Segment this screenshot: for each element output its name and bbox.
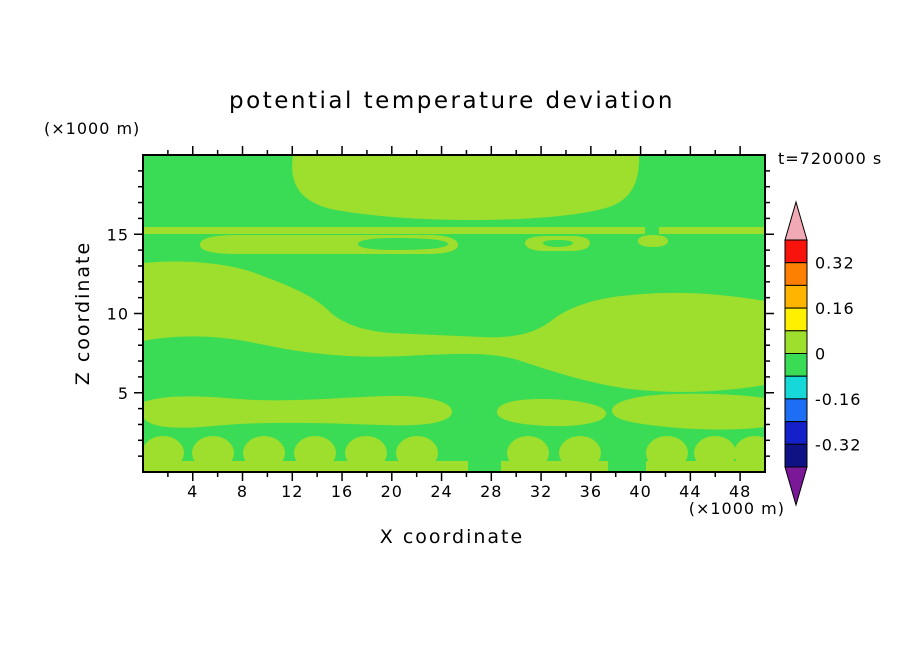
y-tick-label: 5: [118, 384, 129, 403]
x-tick-label: 44: [679, 482, 701, 501]
surface-thermal-bump: [294, 436, 336, 470]
x-tick-label: 4: [187, 482, 198, 501]
colorbar-segment: [784, 375, 808, 400]
positive-contour-region: [638, 235, 668, 247]
surface-thermal-bump: [507, 436, 549, 470]
positive-contour-region: [525, 236, 590, 251]
positive-contour-region: [200, 235, 458, 254]
x-tick-label: 16: [331, 482, 353, 501]
colorbar-tick-label: -0.16: [815, 390, 861, 409]
time-annotation: t=720000 s: [778, 149, 883, 168]
surface-thermal-bump: [396, 436, 438, 470]
positive-contour-region: [143, 261, 765, 392]
colorbar-tick-label: 0.32: [815, 254, 855, 273]
y-tick-label: 15: [107, 225, 129, 244]
colorbar-tick-label: 0: [815, 345, 826, 364]
x-tick-label: 48: [729, 482, 751, 501]
contour-field: [143, 155, 765, 472]
positive-contour-region: [497, 399, 607, 427]
colorbar-segment: [784, 353, 808, 377]
colorbar-segment: [784, 443, 808, 468]
surface-thermal-bump: [243, 436, 285, 470]
x-tick-label: 36: [580, 482, 602, 501]
surface-thermal-bump: [694, 436, 736, 470]
x-tick-label: 20: [381, 482, 403, 501]
surface-thermal-bump: [734, 436, 765, 470]
colorbar-under-arrow: [784, 466, 808, 507]
colorbar-over-arrow: [784, 200, 808, 241]
colorbar-segment: [784, 307, 808, 332]
colorbar-segment: [784, 330, 808, 354]
x-tick-label: 28: [480, 482, 502, 501]
colorbar-segment: [784, 398, 808, 423]
x-axis-title: X coordinate: [379, 526, 525, 548]
y-axis-unit-label: (×1000 m): [44, 119, 141, 138]
colorbar-tick-label: -0.32: [815, 435, 861, 454]
x-tick-label: 8: [237, 482, 248, 501]
colorbar-segment: [784, 262, 808, 286]
positive-contour-region: [292, 155, 640, 221]
colorbar-tick-label: 0.16: [815, 299, 855, 318]
x-tick-label: 24: [430, 482, 452, 501]
colorbar-segment: [784, 284, 808, 309]
colorbar-segment: [784, 421, 808, 445]
positive-contour-region: [611, 393, 765, 430]
x-tick-label: 32: [530, 482, 552, 501]
colorbar: 0.32 0.16 0 -0.16 -0.32: [784, 200, 861, 507]
surface-thermal-bump: [345, 436, 387, 470]
x-axis-unit-label: (×1000 m): [688, 499, 785, 518]
surface-thermal-bump: [192, 436, 234, 470]
surface-thermal-bump: [559, 436, 601, 470]
x-tick-label: 12: [281, 482, 303, 501]
positive-contour-region: [143, 227, 645, 234]
x-tick-label: 40: [629, 482, 651, 501]
y-tick-label: 10: [107, 305, 129, 324]
chart-title: potential temperature deviation: [229, 88, 675, 114]
positive-contour-region: [143, 395, 453, 428]
surface-thermal-bump: [143, 436, 184, 470]
surface-thermal-bump: [646, 436, 688, 470]
positive-contour-region: [659, 227, 765, 234]
colorbar-segment: [784, 239, 808, 264]
